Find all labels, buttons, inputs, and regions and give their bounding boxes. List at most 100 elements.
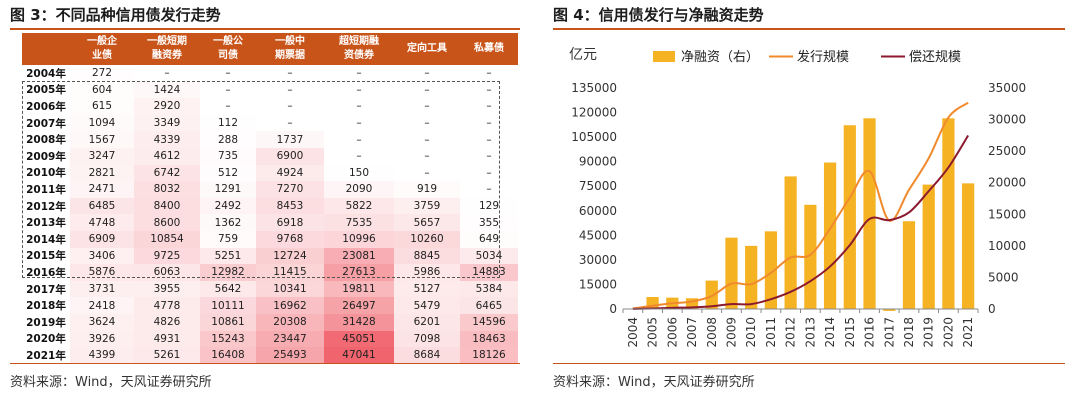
y-right-tick-label: 35000 [988, 81, 1026, 95]
table-cell: 23447 [256, 330, 324, 348]
y-right-tick-label: 10000 [988, 239, 1026, 253]
table-cell: – [486, 133, 492, 146]
x-tick-label: 2017 [882, 317, 896, 348]
net-financing-bar [863, 118, 876, 310]
table-cell: 1737 [256, 131, 324, 148]
x-tick-label: 2006 [665, 317, 679, 348]
table-cell: 8684 [394, 347, 460, 364]
table-cell: – [287, 67, 293, 80]
x-tick-label: 2008 [705, 317, 719, 348]
table-cell: 1094 [70, 114, 134, 132]
table-row: 2019年 3624 4826 10861 20308 31428 6201 14596 [22, 313, 518, 331]
net-financing-bar [823, 162, 837, 309]
issuance-line [632, 101, 969, 310]
table-cell: 10260 [394, 230, 460, 248]
right-bottom-rule [553, 363, 1065, 364]
legend-swatch-bar [653, 51, 675, 62]
row-year-label: 2015年 [26, 250, 66, 263]
net-financing-bar [764, 231, 778, 309]
table-cell: 10111 [200, 297, 256, 314]
table-body: 2004年 272– – – – – –2005年 604 1424– – – – –2006年 615 2… [22, 65, 518, 364]
table-cell: 1291 [200, 181, 256, 198]
table-cell: 4924 [256, 164, 324, 182]
bond-issuance-table: 一般企 业债 一般短期 融资券 一般公 司债 一般中 期票据 超短期融 资债券 定向工具 私募债 20… [22, 33, 518, 364]
net-financing-bar [784, 176, 797, 309]
table-cell: 5384 [460, 280, 518, 298]
table-cell: 6918 [256, 214, 324, 231]
table-header-row: 一般企 业债 一般短期 融资券 一般公 司债 一般中 期票据 超短期融 资债券 定向工具 私募债 [22, 33, 518, 65]
y-left-tick-label: 30000 [579, 253, 617, 267]
table-cell: 3406 [70, 247, 134, 265]
table-cell: 1424 [134, 81, 200, 99]
left-title-rule [10, 28, 520, 30]
table-cell: 3349 [134, 114, 200, 132]
x-tick-label: 2007 [685, 317, 699, 348]
net-financing-bar [843, 125, 856, 309]
table-cell: – [356, 117, 362, 130]
x-tick-label: 2012 [784, 317, 798, 348]
net-financing-bar [646, 297, 659, 309]
table-cell: 12724 [256, 247, 324, 265]
table-cell: – [486, 67, 492, 80]
table-cell: 4826 [134, 313, 200, 331]
x-tick-label: 2015 [843, 317, 857, 348]
x-tick-label: 2021 [961, 317, 975, 348]
table-row: 2011年 2471 8032 1291 7270 2090 919 – [22, 181, 518, 198]
table-cell: 10996 [324, 230, 394, 248]
table-cell: – [486, 100, 492, 113]
row-year-label: 2020年 [26, 333, 66, 346]
table-cell: 5986 [394, 264, 460, 281]
table-cell: 47041 [324, 347, 394, 364]
table-cell: – [486, 117, 492, 130]
y-axis-left-label: 亿元 [569, 47, 597, 63]
table-cell: 20308 [256, 313, 324, 331]
table-cell: 45051 [324, 330, 394, 348]
table-cell: 9725 [134, 247, 200, 265]
y-left-tick-label: 120000 [571, 106, 617, 120]
y-right-tick-label: 25000 [988, 144, 1026, 158]
x-tick-label: 2005 [646, 317, 660, 348]
x-tick-label: 2013 [803, 317, 817, 348]
table-row: 2006年 615 2920 – – – – – [22, 98, 518, 115]
table-cell: 2418 [70, 297, 134, 314]
row-year-label: 2006年 [26, 100, 66, 113]
x-tick-label: 2020 [941, 317, 955, 348]
table-cell: 3759 [394, 197, 460, 215]
table-cell: 112 [200, 114, 256, 132]
x-tick-label: 2016 [863, 317, 877, 348]
table-cell: – [424, 83, 430, 96]
right-source-note: 资料来源：Wind，天风证券研究所 [553, 375, 755, 390]
table-cell: – [486, 83, 492, 96]
table-cell: 5251 [200, 247, 256, 265]
table-cell: – [356, 67, 362, 80]
x-tick-label: 2014 [823, 317, 837, 348]
y-left-tick-label: 135000 [571, 81, 617, 95]
table-cell: 15243 [200, 330, 256, 348]
table-cell: – [287, 117, 293, 130]
table-cell: 8845 [394, 247, 460, 265]
table-cell: 3731 [70, 280, 134, 298]
table-cell: 25493 [256, 347, 324, 364]
table-cell: 26497 [324, 297, 394, 314]
table-cell: 759 [200, 230, 256, 248]
row-year-label: 2017年 [26, 283, 66, 296]
table-cell: – [356, 133, 362, 146]
table-header-col-2: 一般公 司债 [200, 33, 256, 65]
table-cell: 3955 [134, 280, 200, 298]
table-cell: – [356, 100, 362, 113]
net-financing-bar [962, 183, 975, 309]
right-title-rule [553, 28, 1065, 30]
y-right-tick-label: 5000 [988, 270, 1019, 284]
row-year-label: 2007年 [26, 117, 66, 130]
table-cell: 6485 [70, 197, 134, 215]
table-row: 2016年 5876 6063 12982 11415 27613 5986 14883 [22, 264, 518, 281]
net-financing-bar [883, 309, 896, 311]
table-cell: 4931 [134, 330, 200, 348]
net-financing-bar [685, 298, 699, 309]
table-cell: 355 [460, 214, 518, 231]
table-cell: 649 [460, 230, 518, 248]
table-cell: 9768 [256, 230, 324, 248]
table-cell: – [356, 150, 362, 163]
table-cell: 3247 [70, 147, 134, 165]
row-year-label: 2011年 [26, 183, 66, 196]
